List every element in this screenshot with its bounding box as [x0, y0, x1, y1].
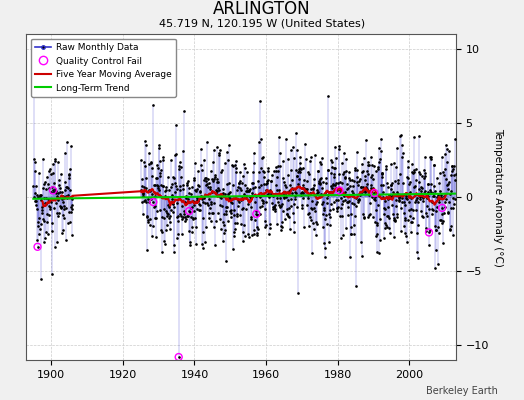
- Point: [252, 211, 260, 217]
- Point: [174, 354, 183, 360]
- Point: [335, 187, 344, 194]
- Point: [370, 190, 379, 196]
- Point: [34, 244, 42, 250]
- Text: Berkeley Earth: Berkeley Earth: [426, 386, 498, 396]
- Legend: Raw Monthly Data, Quality Control Fail, Five Year Moving Average, Long-Term Tren: Raw Monthly Data, Quality Control Fail, …: [31, 38, 176, 97]
- Point: [425, 229, 433, 236]
- Point: [185, 208, 193, 214]
- Text: 45.719 N, 120.195 W (United States): 45.719 N, 120.195 W (United States): [159, 18, 365, 28]
- Point: [149, 199, 158, 205]
- Text: ARLINGTON: ARLINGTON: [213, 0, 311, 18]
- Y-axis label: Temperature Anomaly (°C): Temperature Anomaly (°C): [493, 128, 503, 266]
- Point: [438, 205, 446, 211]
- Point: [49, 187, 57, 194]
